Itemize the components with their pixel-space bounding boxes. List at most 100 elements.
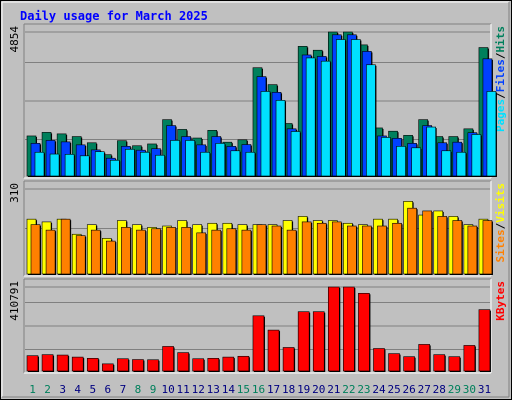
x-tick-label-day-8: 8 (135, 383, 142, 396)
bar-kbytes-day-2 (41, 354, 54, 372)
bar-sites-day-18 (286, 229, 297, 275)
kbytes-panel-legend: KBytes (494, 281, 507, 321)
bar-pages-day-12 (200, 151, 211, 177)
x-tick-label-day-11: 11 (177, 383, 190, 396)
bar-kbytes-day-28 (433, 354, 446, 372)
bar-sites-day-19 (301, 221, 312, 275)
bar-kbytes-day-25 (388, 353, 400, 372)
hits-panel-legend-item-2: / (494, 92, 507, 99)
x-tick-label-day-15: 15 (237, 383, 250, 396)
kbytes-panel: 410791 KBytes (8, 278, 507, 374)
bar-sites-day-4 (75, 235, 86, 275)
chart-title: Daily usage for March 2025 (20, 9, 208, 23)
x-tick-label-day-9: 9 (150, 383, 157, 396)
hits-panel-ymax-label: 4854 (8, 26, 21, 53)
bar-sites-day-28 (437, 216, 448, 275)
bar-pages-day-15 (245, 151, 256, 177)
x-tick-label-day-21: 21 (327, 383, 340, 396)
x-tick-label-day-19: 19 (297, 383, 310, 396)
bar-sites-day-5 (90, 229, 101, 275)
bar-pages-day-18 (290, 131, 301, 177)
bar-pages-day-21 (335, 39, 346, 177)
bar-sites-day-7 (121, 227, 131, 275)
x-tick-label-day-12: 12 (192, 383, 205, 396)
bar-sites-day-30 (467, 225, 478, 275)
bar-pages-day-24 (381, 137, 391, 177)
bar-sites-day-23 (362, 225, 372, 275)
bar-sites-day-25 (392, 222, 402, 275)
x-tick-label-day-23: 23 (357, 383, 370, 396)
bar-pages-day-20 (320, 60, 331, 177)
bar-sites-day-11 (181, 227, 191, 275)
hits-panel-legend: Pages/Files/Hits (494, 26, 507, 132)
x-tick-label-day-13: 13 (207, 383, 220, 396)
bar-kbytes-day-8 (132, 359, 144, 372)
bar-pages-day-17 (275, 100, 286, 177)
bar-pages-day-30 (471, 134, 482, 177)
bar-pages-day-5 (94, 151, 105, 177)
visits-panel-ymax-label: 310 (8, 183, 21, 203)
bar-pages-day-25 (396, 146, 406, 177)
x-tick-label-day-2: 2 (44, 383, 51, 396)
visits-panel-legend-item-1: Sites (494, 229, 507, 262)
bar-pages-day-7 (125, 149, 135, 177)
x-tick-label-day-30: 30 (463, 383, 476, 396)
x-tick-label-day-17: 17 (267, 383, 280, 396)
x-tick-label-day-6: 6 (105, 383, 112, 396)
bar-kbytes-day-14 (222, 356, 235, 372)
bar-sites-day-29 (452, 220, 463, 275)
bar-sites-day-20 (316, 222, 327, 275)
bar-pages-day-31 (486, 91, 497, 177)
bar-pages-day-10 (170, 140, 180, 177)
bar-pages-day-13 (215, 143, 226, 177)
x-tick-label-day-25: 25 (387, 383, 400, 396)
bar-kbytes-day-23 (358, 292, 370, 372)
bar-pages-day-28 (441, 150, 452, 177)
x-tick-label-day-26: 26 (403, 383, 416, 396)
x-tick-label-day-24: 24 (372, 383, 386, 396)
x-tick-label-day-22: 22 (342, 383, 355, 396)
bar-pages-day-1 (34, 151, 45, 177)
bar-kbytes-day-29 (448, 356, 461, 372)
bar-sites-day-17 (271, 225, 282, 275)
bar-pages-day-9 (155, 154, 165, 177)
x-tick-label-day-18: 18 (282, 383, 295, 396)
bar-sites-day-12 (196, 232, 207, 275)
bar-sites-day-21 (331, 221, 342, 275)
kbytes-panel-series-kbytes (26, 286, 491, 372)
bar-kbytes-day-16 (252, 315, 265, 372)
bar-pages-day-6 (110, 159, 120, 177)
bar-kbytes-day-3 (56, 354, 69, 372)
bar-kbytes-day-24 (373, 348, 385, 372)
bar-sites-day-22 (347, 225, 357, 275)
bar-kbytes-day-12 (192, 358, 205, 372)
bar-kbytes-day-13 (207, 358, 220, 372)
bar-kbytes-day-6 (102, 363, 114, 372)
bar-pages-day-29 (456, 151, 467, 177)
bar-sites-day-16 (256, 224, 267, 275)
x-tick-label-day-27: 27 (418, 383, 431, 396)
hits-panel-legend-item-3: Files (494, 59, 507, 92)
hits-panel: 4854 Pages/Files/Hits (8, 23, 507, 179)
bar-kbytes-day-26 (403, 356, 415, 372)
x-tick-label-day-1: 1 (29, 383, 36, 396)
x-tick-label-day-3: 3 (59, 383, 66, 396)
bar-sites-day-13 (211, 229, 222, 275)
visits-panel-series-sites (30, 207, 493, 275)
x-tick-label-day-14: 14 (222, 383, 236, 396)
visits-panel: 310 Sites/Visits (8, 180, 507, 277)
bar-pages-day-22 (351, 39, 361, 177)
bar-pages-day-27 (426, 126, 436, 177)
bar-pages-day-3 (64, 154, 75, 177)
bar-sites-day-9 (151, 228, 161, 275)
x-axis-day-labels: 1 2 3 4 5 6 7 8 9 10 11 12 13 14 15 16 17 18 19 20 21 22 23 24 2… (29, 383, 491, 396)
bar-kbytes-day-5 (86, 358, 99, 372)
x-tick-label-day-29: 29 (448, 383, 461, 396)
bar-pages-day-2 (49, 153, 60, 177)
hits-panel-legend-item-4: / (494, 52, 507, 59)
hits-panel-legend-item-1: Pages (494, 99, 507, 132)
kbytes-panel-legend-item-1: KBytes (494, 281, 507, 321)
visits-panel-legend-item-2: / (494, 222, 507, 229)
x-tick-label-day-28: 28 (433, 383, 446, 396)
bar-kbytes-day-31 (478, 309, 491, 372)
